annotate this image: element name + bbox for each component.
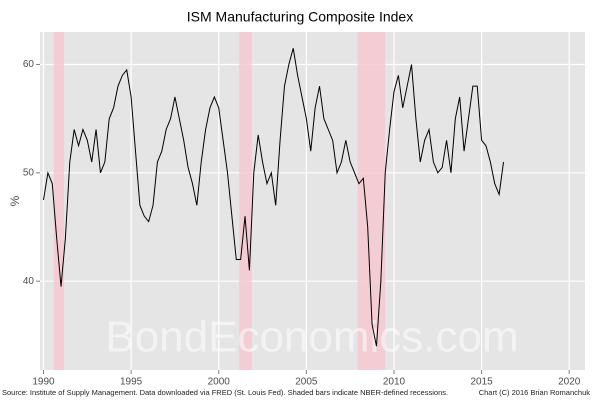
recession-bar <box>53 32 65 370</box>
recession-bar <box>239 32 252 370</box>
y-axis-label: % <box>8 195 22 206</box>
x-tick-label: 2010 <box>383 377 406 388</box>
x-tick-label: 1995 <box>120 377 143 388</box>
x-tick-label: 2005 <box>295 377 318 388</box>
x-tick-label: 2015 <box>470 377 493 388</box>
x-tick-label: 2000 <box>208 377 231 388</box>
data-line <box>43 48 505 347</box>
x-tick-label: 2020 <box>558 377 581 388</box>
credit-note: Chart (C) 2016 Brian Romanchuk <box>479 388 591 397</box>
watermark: BondEconomics.com <box>105 313 518 362</box>
y-tick-label: 40 <box>23 276 35 287</box>
chart-title: ISM Manufacturing Composite Index <box>187 9 413 25</box>
y-tick-label: 50 <box>23 167 35 178</box>
y-tick-label: 60 <box>23 59 35 70</box>
source-note: Source: Institute of Supply Management. … <box>2 388 448 397</box>
x-tick-label: 1990 <box>32 377 55 388</box>
